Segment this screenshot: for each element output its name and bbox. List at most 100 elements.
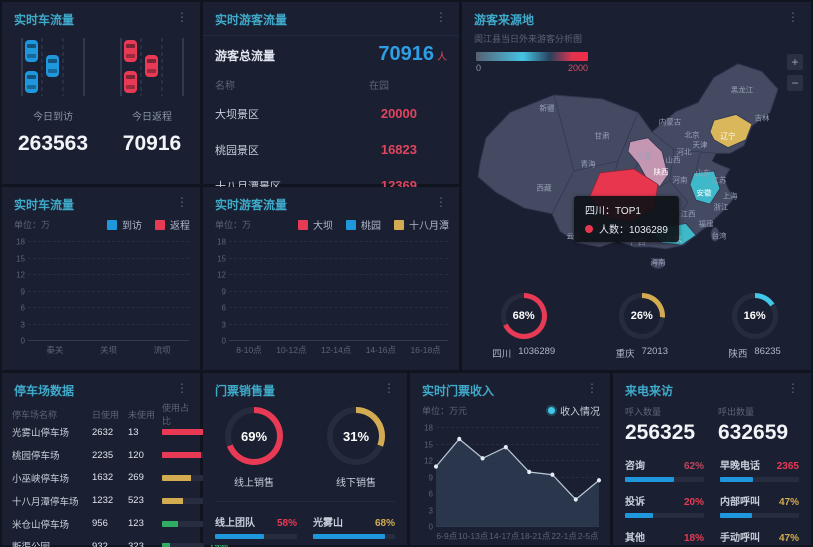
- progress-bar: [313, 534, 386, 539]
- progress-label: 咨询: [625, 461, 645, 472]
- parking-row: 米仓山停车场95612338%: [12, 512, 228, 535]
- tooltip-title: 四川：TOP1: [585, 206, 641, 217]
- progress-value: 20%: [683, 497, 704, 508]
- panel-visitor-chart: 实时游客流量 ⋮ 单位：万 大坝 桃园 十八月潭 0 3 6 9 12 15 18 8-10点 10…: [203, 187, 459, 370]
- province-label: 天津: [692, 140, 708, 150]
- panel-header: 门票销售量 ⋮: [203, 373, 407, 401]
- progress-label: 其他: [625, 533, 645, 544]
- panel-header: 实时游客流量 ⋮: [203, 187, 459, 215]
- legend-chip-icon: [298, 219, 308, 230]
- progress-row: 咨询 62%: [625, 457, 704, 482]
- province-label: 青海: [580, 159, 596, 169]
- usage-bar: [162, 520, 178, 527]
- income-legend[interactable]: 收入情况: [548, 403, 600, 418]
- progress-bar: [625, 513, 653, 518]
- daily-used: 2235: [92, 449, 114, 461]
- map-zoom-out-button[interactable]: −: [787, 75, 803, 91]
- progress-value: 47%: [778, 497, 799, 508]
- progress-label: 投诉: [625, 497, 645, 508]
- unused-count: 123: [128, 518, 144, 530]
- outbound-stat: 呼出数量 632659: [718, 405, 799, 445]
- parking-name: 桃园停车场: [12, 451, 60, 463]
- column-header: 未使用: [128, 409, 156, 420]
- scenic-name: 桃园景区: [215, 145, 259, 157]
- unit-label: 单位：万: [14, 220, 51, 230]
- province-label: 辽宁: [720, 131, 736, 141]
- progress-label: 线上团队: [215, 518, 255, 529]
- menu-dots-icon[interactable]: ⋮: [176, 10, 188, 24]
- origin-gauges: 68% 四川 1036289 26% 重庆 72013 16% 陕西 86235: [462, 293, 811, 360]
- return-lane-group: 今日返程 70916: [120, 38, 184, 156]
- map-zoom-in-button[interactable]: +: [787, 54, 803, 70]
- legend-item[interactable]: 十八月潭: [394, 217, 449, 232]
- donut-gauge: 31%: [327, 407, 385, 465]
- car-icon: [124, 71, 137, 93]
- province-label: 陕西: [653, 167, 669, 177]
- legend-chip-icon: [155, 219, 165, 230]
- donut-gauge: 26%: [618, 293, 665, 339]
- gauge-percent: 26%: [630, 310, 653, 322]
- progress-value: 58%: [276, 518, 297, 529]
- china-map[interactable]: 黑龙江 吉林 辽宁 内蒙古 新疆 甘肃 青海 西藏 宁夏 陕西 山西 北京 天津 河北 山东 河南 江苏 安徽 上海…: [462, 56, 811, 282]
- menu-dots-icon[interactable]: ⋮: [787, 10, 799, 24]
- province-label: 江西: [680, 209, 696, 219]
- legend-item[interactable]: 到访: [107, 217, 142, 232]
- car-icon: [46, 55, 59, 77]
- origin-value: 1036289: [518, 346, 556, 357]
- scale-min: 0: [476, 63, 482, 73]
- menu-dots-icon[interactable]: ⋮: [435, 10, 447, 24]
- taiwan-shape: [710, 226, 720, 242]
- scale-max: 2000: [567, 63, 588, 73]
- province-label: 黑龙江: [730, 85, 754, 95]
- menu-dots-icon[interactable]: ⋮: [586, 381, 598, 395]
- car-icon: [145, 55, 158, 77]
- legend-item[interactable]: 桃园: [346, 217, 381, 232]
- data-point: [550, 472, 555, 477]
- column-name: 名称: [215, 81, 235, 92]
- legend-item[interactable]: 大坝: [298, 217, 333, 232]
- province-label: 河北: [676, 147, 692, 157]
- column-inpark: 在园: [369, 81, 389, 92]
- province-anhui-shape: [689, 170, 721, 205]
- column-header: 停车场名称: [12, 409, 58, 420]
- progress-row: 手动呼叫 47%: [720, 529, 799, 547]
- origin-gauge: 16% 陕西 86235: [728, 293, 781, 360]
- panel-ticket-income: 实时门票收入 ⋮ 单位：万元 收入情况 0 3 6 9 12 15 18 6-9点 10-13点…: [410, 373, 610, 545]
- lane-road-icon: [120, 38, 184, 96]
- map-color-scale: 0 2000: [476, 52, 588, 73]
- series-dot-icon: [585, 224, 593, 233]
- panel-title: 门票销售量: [215, 384, 276, 398]
- menu-dots-icon[interactable]: ⋮: [176, 195, 188, 209]
- unused-count: 269: [128, 472, 144, 484]
- income-line-chart: [433, 436, 602, 527]
- car-chart: 0 3 6 9 12 15 18 秦关 关坝 流坝: [12, 238, 192, 356]
- menu-dots-icon[interactable]: ⋮: [787, 381, 799, 395]
- income-chart: 0 3 6 9 12 15 18 6-9点 10-13点 14-17点 18-21点 22-1点 2-5…: [420, 424, 602, 542]
- progress-label: 早晚电话: [720, 461, 760, 472]
- visitor-table-header: 名称 在园: [203, 73, 459, 96]
- panel-title: 停车场数据: [14, 384, 75, 398]
- province-label: 浙江: [713, 202, 729, 212]
- province-label: 西藏: [536, 183, 552, 193]
- legend-chip-icon: [107, 219, 117, 230]
- parking-row: 断渠公园93232319%: [12, 535, 228, 547]
- panel-title: 实时门票收入: [422, 384, 495, 398]
- usage-bar: [162, 474, 191, 481]
- legend-item[interactable]: 返程: [155, 217, 190, 232]
- panel-header: 停车场数据 ⋮: [2, 373, 200, 401]
- data-point: [527, 469, 532, 475]
- progress-row: 内部呼叫 47%: [720, 493, 799, 518]
- usage-bar: [162, 452, 201, 459]
- progress-value: 47%: [778, 533, 799, 544]
- menu-dots-icon[interactable]: ⋮: [176, 381, 188, 395]
- menu-dots-icon[interactable]: ⋮: [383, 381, 395, 395]
- arrive-lane-group: 今日到访 263563: [18, 38, 88, 156]
- visitor-total-row: 游客总流量 70916 人: [203, 35, 459, 73]
- menu-dots-icon[interactable]: ⋮: [435, 195, 447, 209]
- data-point: [503, 445, 508, 450]
- area-fill: [436, 438, 599, 527]
- x-axis-label: 18-21点: [520, 531, 551, 541]
- china-map-shape: [477, 63, 779, 269]
